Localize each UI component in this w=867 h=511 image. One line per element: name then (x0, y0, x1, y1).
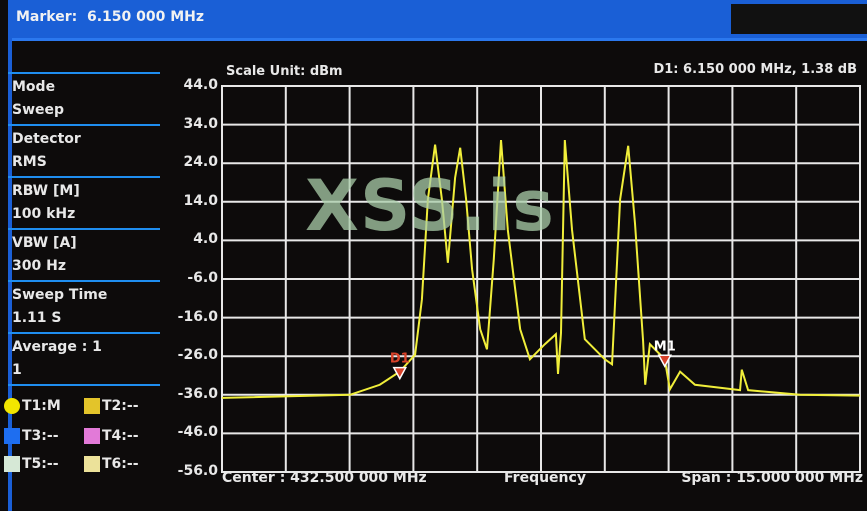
marker-d1-triangle (392, 366, 408, 381)
marker-header-bar: Marker: 6.150 000 MHz (8, 0, 867, 41)
trace-t1-swatch (4, 398, 20, 414)
mode-label: Mode (12, 79, 56, 95)
trace-t6[interactable]: T6:-- (84, 456, 139, 472)
marker-label: Marker: 6.150 000 MHz (16, 9, 205, 25)
trace-t4-label: T4:-- (102, 428, 139, 444)
trace-t1-label: T1:M (22, 398, 61, 414)
trace-t2[interactable]: T2:-- (84, 398, 139, 414)
rbw-value[interactable]: 100 kHz (12, 206, 76, 222)
trace-t5-swatch (4, 456, 20, 472)
spectrum-trace (221, 139, 861, 399)
trace-t3-label: T3:-- (22, 428, 59, 444)
y-tick-label: 44.0 (183, 77, 218, 93)
settings-sidebar: Mode Sweep Detector RMS RBW [M] 100 kHz … (8, 70, 160, 388)
y-tick-label: 24.0 (183, 154, 218, 171)
y-tick-label: -26.0 (177, 347, 218, 364)
trace-t6-label: T6:-- (102, 456, 139, 472)
trace-t3-swatch (4, 428, 20, 444)
trace-t1[interactable]: T1:M (4, 398, 61, 414)
y-tick-label: -56.0 (177, 463, 218, 479)
marker-value: 6.150 000 MHz (86, 9, 205, 25)
left-frame (8, 38, 12, 511)
trace-t2-label: T2:-- (102, 398, 139, 414)
trace-t5[interactable]: T5:-- (4, 456, 59, 472)
vbw-value[interactable]: 300 Hz (12, 258, 66, 274)
vbw-label: VBW [A] (12, 235, 77, 251)
detector-label: Detector (12, 131, 81, 147)
sweep-time-label: Sweep Time (12, 287, 108, 303)
center-frequency-label: Center : 432.500 000 MHz (222, 470, 427, 486)
sweep-time-value[interactable]: 1.11 S (12, 310, 62, 326)
marker-d1-label: D1 (390, 352, 410, 367)
average-value[interactable]: 1 (12, 362, 22, 378)
y-tick-label: 4.0 (193, 231, 218, 248)
mode-value[interactable]: Sweep (12, 102, 65, 118)
trace-t5-label: T5:-- (22, 456, 59, 472)
trace-t4-swatch (84, 428, 100, 444)
marker-m1-label: M1 (654, 339, 676, 354)
x-axis-label: Frequency (504, 470, 586, 486)
detector-value[interactable]: RMS (12, 154, 47, 170)
delta-marker-readout: D1: 6.150 000 MHz, 1.38 dB (653, 62, 857, 77)
trace-t3[interactable]: T3:-- (4, 428, 59, 444)
average-label: Average : 1 (12, 339, 102, 355)
trace-t4[interactable]: T4:-- (84, 428, 139, 444)
y-tick-label: 14.0 (183, 192, 218, 209)
header-right-box (731, 4, 867, 34)
marker-m1-triangle (657, 354, 673, 368)
rbw-label: RBW [M] (12, 183, 80, 199)
y-tick-label: -6.0 (187, 270, 218, 286)
watermark: XSS.is (305, 165, 555, 247)
trace-t2-swatch (84, 398, 100, 414)
y-tick-label: -16.0 (177, 308, 218, 325)
y-tick-label: -36.0 (177, 385, 218, 402)
y-tick-label: 34.0 (183, 115, 218, 132)
scale-unit-label: Scale Unit: dBm (226, 64, 343, 79)
y-tick-label: -46.0 (177, 424, 218, 441)
trace-t6-swatch (84, 456, 100, 472)
span-label: Span : 15.000 000 MHz (681, 470, 863, 486)
